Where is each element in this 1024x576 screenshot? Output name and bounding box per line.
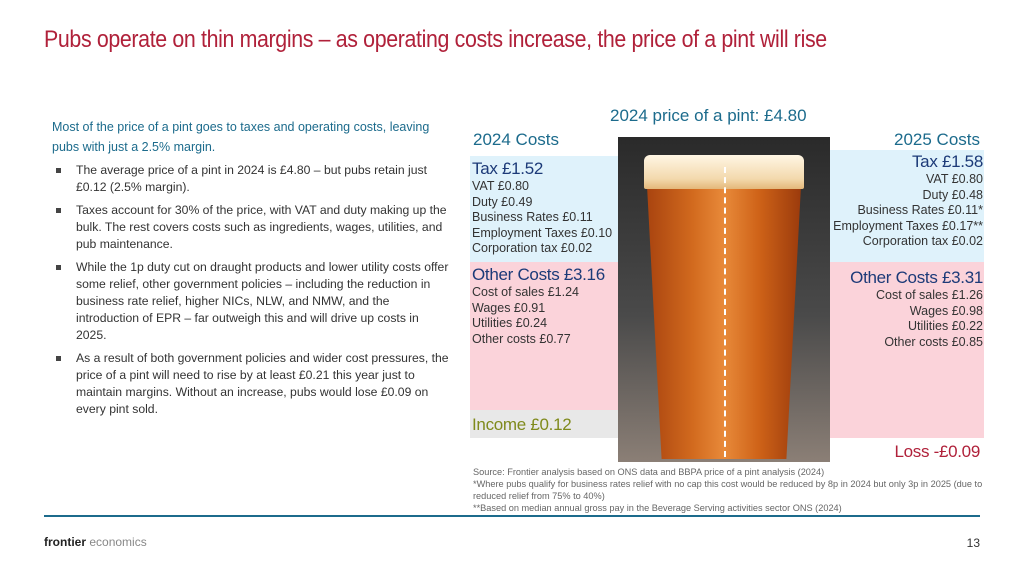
tax-item: Employment Taxes £0.10	[472, 225, 613, 240]
other-cost-item: Utilities £0.22	[907, 319, 983, 333]
bullet-item: While the 1p duty cut on draught product…	[52, 259, 450, 344]
footer-divider	[44, 515, 980, 517]
bullet-square-icon	[56, 208, 61, 213]
other-costs-breakdown-2025: Other Costs £3.31 Cost of sales £1.26 Wa…	[850, 268, 983, 350]
tax-item: Business Rates £0.11	[472, 210, 593, 224]
footnote-employment-taxes: **Based on median annual gross pay in th…	[473, 503, 842, 513]
other-costs-band-2024	[470, 262, 618, 410]
bullet-square-icon	[56, 265, 61, 270]
bullet-text: The average price of a pint in 2024 is £…	[76, 163, 427, 194]
tax-item: Duty £0.48	[922, 187, 983, 202]
other-cost-item: Cost of sales £1.26	[875, 288, 983, 302]
bullet-item: As a result of both government policies …	[52, 350, 450, 418]
bullet-square-icon	[56, 356, 61, 361]
pint-of-beer-photo	[618, 137, 830, 462]
costs-2024-heading: 2024 Costs	[473, 130, 559, 149]
tax-total-2024: Tax £1.52	[472, 159, 544, 178]
other-cost-item: Other costs £0.85	[884, 334, 983, 349]
bullet-item: The average price of a pint in 2024 is £…	[52, 162, 450, 196]
source-note: Source: Frontier analysis based on ONS d…	[473, 467, 825, 477]
bullet-text: As a result of both government policies …	[76, 351, 449, 416]
income-2024: Income £0.12	[472, 415, 572, 434]
income-band-2024	[470, 410, 618, 438]
price-headline: 2024 price of a pint: £4.80	[610, 106, 807, 125]
tax-item: Corporation tax £0.02	[472, 241, 593, 255]
brand-light: economics	[89, 535, 147, 549]
other-cost-item: Wages £0.98	[909, 303, 983, 318]
bullet-item: Taxes account for 30% of the price, with…	[52, 202, 450, 253]
tax-band-2025	[830, 150, 984, 262]
other-cost-item: Wages £0.91	[472, 300, 546, 315]
slide-title: Pubs operate on thin margins – as operat…	[44, 26, 827, 53]
tax-item: VAT £0.80	[926, 172, 983, 186]
tax-item: Duty £0.49	[472, 194, 533, 209]
tax-band-2024	[470, 156, 618, 262]
intro-text: Most of the price of a pint goes to taxe…	[52, 120, 430, 154]
other-costs-band-2025	[830, 262, 984, 438]
bullet-list: The average price of a pint in 2024 is £…	[52, 162, 450, 424]
source-notes: Source: Frontier analysis based on ONS d…	[473, 466, 983, 514]
brand-bold: frontier	[44, 535, 86, 549]
other-costs-breakdown-2024: Other Costs £3.16 Cost of sales £1.24 Wa…	[472, 265, 605, 347]
divider-dashed-line	[724, 167, 726, 457]
tax-breakdown-2025: Tax £1.58 VAT £0.80 Duty £0.48 Business …	[833, 152, 983, 250]
bullet-square-icon	[56, 168, 61, 173]
footnote-business-rates: *Where pubs qualify for business rates r…	[473, 479, 983, 501]
other-cost-item: Utilities £0.24	[472, 316, 548, 330]
frontier-economics-logo: frontier economics	[44, 535, 147, 549]
other-costs-total-2025: Other Costs £3.31	[850, 268, 983, 287]
costs-2025-heading: 2025 Costs	[894, 130, 980, 149]
page-number: 13	[966, 536, 980, 550]
bullet-text: Taxes account for 30% of the price, with…	[76, 203, 447, 251]
tax-item: Employment Taxes £0.17**	[833, 218, 983, 233]
tax-total-2025: Tax £1.58	[911, 152, 983, 171]
tax-item: Business Rates £0.11*	[857, 203, 983, 217]
bullet-text: While the 1p duty cut on draught product…	[76, 260, 449, 342]
tax-breakdown-2024: Tax £1.52 VAT £0.80 Duty £0.49 Business …	[472, 159, 612, 257]
tax-item: Corporation tax £0.02	[862, 234, 983, 248]
other-cost-item: Cost of sales £1.24	[472, 285, 580, 299]
loss-2025: Loss -£0.09	[894, 442, 980, 461]
other-costs-total-2024: Other Costs £3.16	[472, 265, 605, 284]
other-cost-item: Other costs £0.77	[472, 331, 571, 346]
tax-item: VAT £0.80	[472, 179, 529, 193]
